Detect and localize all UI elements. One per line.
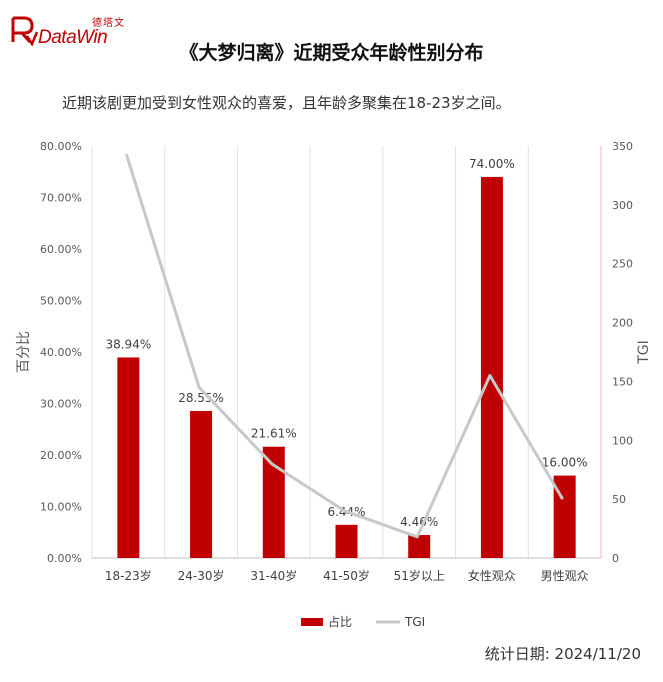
bar-data-label: 21.61% — [251, 427, 297, 441]
bar — [480, 176, 503, 558]
y-tick-label: 30.00% — [40, 398, 82, 411]
y2-tick-label: 250 — [612, 258, 633, 271]
bar-data-label: 28.55% — [178, 391, 224, 405]
y2-tick-label: 200 — [612, 317, 633, 330]
x-tick-label: 24-30岁 — [178, 568, 225, 583]
legend-label-bar: 占比 — [328, 614, 352, 629]
bar-data-label: 4.46% — [400, 515, 438, 529]
y-tick-label: 70.00% — [40, 192, 82, 205]
logo-chinese-text: 德塔文 — [92, 18, 125, 29]
y2-tick-label: 50 — [612, 493, 626, 506]
legend-label-line: TGI — [404, 615, 425, 629]
y2-axis-title: TGI — [636, 340, 652, 365]
y2-tick-label: 350 — [612, 140, 633, 153]
bar — [262, 446, 285, 558]
logo-english-text: DataWin — [38, 27, 108, 48]
page-subtitle: 近期该剧更加受到女性观众的喜爱，且年龄多聚集在18-23岁之间。 — [62, 94, 511, 112]
y2-tick-label: 100 — [612, 434, 633, 447]
x-tick-label: 男性观众 — [541, 569, 589, 583]
logo-mark-icon — [11, 16, 39, 46]
bar-data-label: 74.00% — [469, 157, 515, 171]
y-tick-label: 50.00% — [40, 295, 82, 308]
stat-date-label: 统计日期: — [484, 645, 550, 663]
y-tick-label: 60.00% — [40, 243, 82, 256]
bar — [190, 410, 213, 558]
stat-date: 统计日期: 2024/11/20 — [485, 643, 641, 664]
legend-swatch-bar — [301, 618, 323, 626]
tgi-line — [124, 153, 564, 539]
x-tick-label: 18-23岁 — [105, 568, 152, 583]
bar-data-label: 38.94% — [105, 337, 151, 351]
y-tick-label: 40.00% — [40, 346, 82, 359]
y2-tick-label: 300 — [612, 199, 633, 212]
datawin-logo: 德塔文 DataWin — [10, 12, 125, 50]
stat-date-value: 2024/11/20 — [554, 645, 641, 663]
x-tick-label: 31-40岁 — [250, 568, 297, 583]
x-tick-label: 女性观众 — [468, 568, 516, 583]
bar — [117, 357, 140, 558]
y-tick-label: 20.00% — [40, 449, 82, 462]
y2-tick-label: 0 — [612, 552, 619, 565]
x-tick-label: 41-50岁 — [323, 568, 370, 583]
page-title: 《大梦归离》近期受众年龄性别分布 — [179, 42, 484, 64]
bar-data-label: 16.00% — [542, 456, 588, 470]
y-tick-label: 0.00% — [47, 552, 82, 565]
y-tick-label: 10.00% — [40, 501, 82, 514]
bar — [335, 524, 358, 558]
bar — [408, 535, 431, 558]
y-tick-label: 80.00% — [40, 140, 82, 153]
x-tick-label: 51岁以上 — [394, 568, 445, 583]
y-axis-title: 百分比 — [16, 331, 32, 373]
bar — [553, 475, 576, 558]
y2-tick-label: 150 — [612, 375, 633, 388]
